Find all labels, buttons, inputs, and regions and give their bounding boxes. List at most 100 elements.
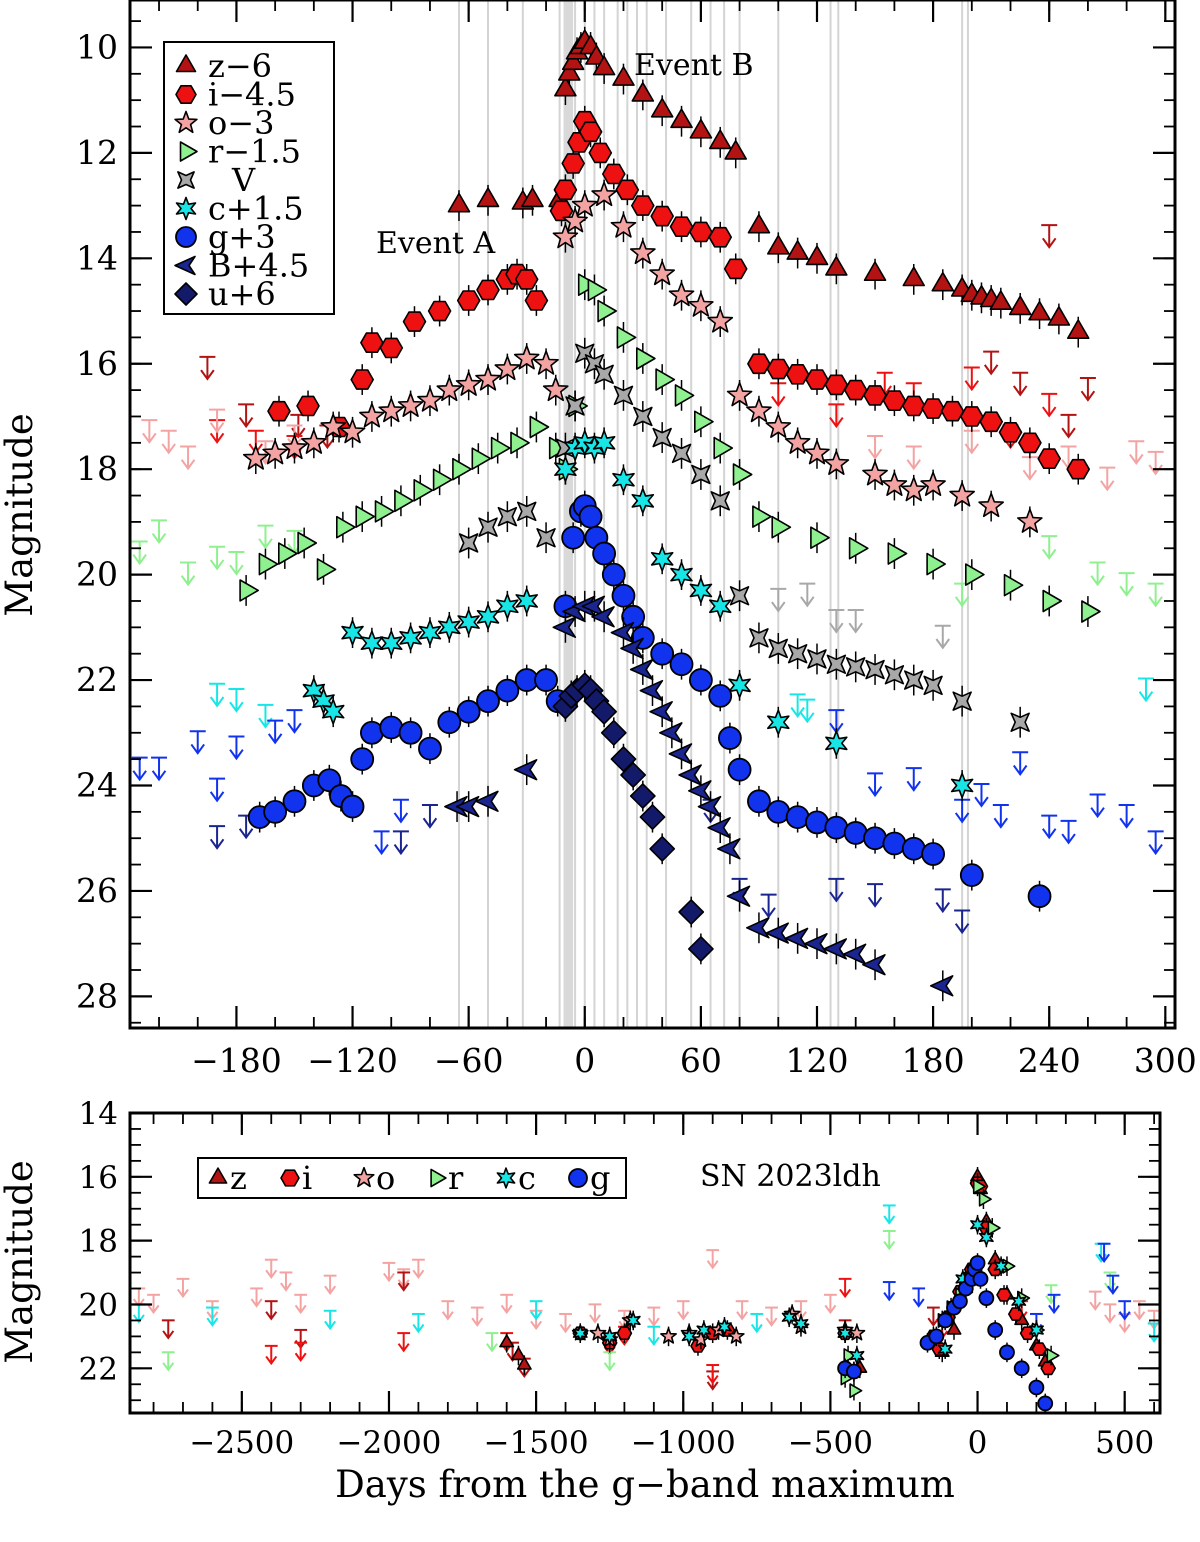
- upper-limit-o: [867, 435, 884, 460]
- data-point: [578, 504, 603, 529]
- data-point: [842, 943, 867, 965]
- data-point: [717, 838, 741, 860]
- data-point: [513, 759, 538, 781]
- upper-limit-g: [1118, 804, 1135, 829]
- y-tick-label: 20: [79, 1287, 118, 1323]
- bottom-ticks: [130, 1111, 1160, 1413]
- data-point: [360, 630, 384, 657]
- x-tick-label: 240: [1018, 1041, 1081, 1080]
- upper-limit-o: [294, 1293, 308, 1315]
- upper-limit-g: [1060, 819, 1077, 845]
- upper-limit-r: [151, 519, 168, 545]
- data-point: [726, 885, 751, 907]
- data-point: [592, 541, 617, 566]
- data-point: [1010, 712, 1030, 732]
- data-point: [843, 821, 868, 845]
- data-point: [515, 588, 538, 614]
- x-tick-label: 180: [902, 1041, 965, 1080]
- series-c: [572, 1214, 1044, 1366]
- upper-limit-i: [706, 1364, 720, 1385]
- data-point: [589, 1324, 607, 1341]
- upper-limit-o: [1088, 1290, 1102, 1311]
- data-point: [316, 558, 337, 581]
- data-point: [937, 1312, 954, 1329]
- legend-label: V: [231, 161, 256, 199]
- data-point: [928, 1328, 945, 1345]
- data-point: [863, 261, 887, 281]
- data-point: [691, 464, 711, 485]
- data-point: [437, 710, 462, 735]
- data-point: [768, 638, 788, 659]
- data-point: [588, 142, 613, 164]
- x-tick-label: −2000: [337, 1425, 442, 1461]
- upper-limit-i: [294, 1341, 308, 1362]
- data-point: [336, 515, 356, 539]
- data-point: [1028, 1321, 1044, 1339]
- data-point: [610, 746, 637, 772]
- upper-limit-c: [750, 1312, 764, 1334]
- data-point: [1040, 1361, 1056, 1376]
- data-point: [668, 743, 693, 765]
- upper-limit-z: [983, 350, 1000, 376]
- data-point: [993, 1257, 1009, 1275]
- data-point: [616, 1326, 633, 1341]
- upper-limit-o: [412, 1258, 425, 1280]
- data-point: [671, 443, 692, 464]
- data-point: [620, 637, 644, 660]
- x-tick-label: −180: [191, 1041, 282, 1080]
- upper-limits-top: [131, 224, 1164, 935]
- data-point: [436, 376, 463, 402]
- data-point: [456, 290, 481, 311]
- upper-limit-o: [1128, 440, 1145, 465]
- data-point: [402, 311, 427, 332]
- data-point: [996, 1288, 1012, 1302]
- data-point: [1028, 300, 1051, 321]
- data-point: [1008, 1307, 1024, 1321]
- data-point: [639, 804, 666, 830]
- data-point: [552, 616, 577, 638]
- data-point: [536, 528, 556, 548]
- y-tick-label: 18: [76, 449, 118, 488]
- data-point: [709, 593, 732, 620]
- data-point: [263, 799, 288, 824]
- legend-label: r−1.5: [208, 133, 301, 171]
- data-point: [458, 533, 479, 553]
- bottom-xlabel: Days from the g−band maximum: [335, 1463, 955, 1506]
- legend-label: c+1.5: [208, 190, 304, 228]
- legend-label: r: [448, 1159, 464, 1197]
- data-point: [447, 192, 471, 213]
- epoch-lines: [457, 0, 969, 1028]
- series-V: [458, 337, 1030, 738]
- data-point: [496, 593, 519, 620]
- data-point: [418, 736, 442, 761]
- data-point: [862, 954, 886, 976]
- data-point: [749, 628, 769, 648]
- data-point: [561, 50, 585, 71]
- data-point: [863, 385, 887, 406]
- data-point: [1047, 306, 1071, 326]
- data-point: [278, 542, 298, 565]
- data-point: [621, 604, 646, 629]
- data-point: [951, 1293, 968, 1310]
- y-tick-label: 24: [76, 765, 118, 804]
- data-point: [747, 213, 771, 234]
- data-point: [824, 374, 849, 396]
- data-point: [1081, 600, 1101, 623]
- data-point: [513, 345, 540, 370]
- data-point: [302, 677, 326, 704]
- data-point: [1008, 295, 1032, 316]
- data-point: [650, 205, 674, 227]
- data-point: [1018, 432, 1042, 454]
- data-point: [787, 644, 808, 664]
- upper-limit-c: [882, 1204, 896, 1225]
- data-point: [413, 479, 434, 502]
- data-point: [340, 794, 365, 819]
- data-point: [301, 429, 327, 454]
- data-point: [746, 917, 770, 939]
- data-point: [669, 652, 694, 677]
- upper-limit-g: [1118, 1300, 1132, 1321]
- upper-limit-B: [209, 825, 226, 850]
- series-top: [239, 26, 1101, 1002]
- data-point: [692, 1330, 710, 1347]
- data-point: [727, 757, 752, 782]
